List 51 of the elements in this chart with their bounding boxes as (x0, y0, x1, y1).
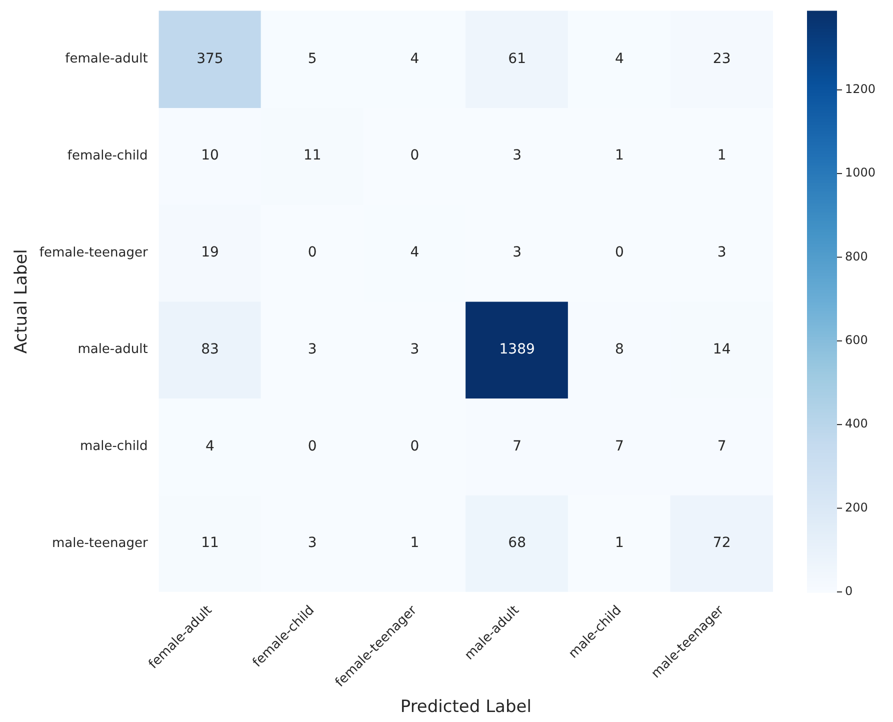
data-label: 14 (712, 341, 731, 358)
data-label: 0 (410, 438, 420, 454)
data-label: 23 (712, 50, 731, 67)
color-bar-label: 800 (845, 249, 868, 264)
y-tick-label: female-adult (65, 52, 148, 67)
data-label: 4 (206, 438, 215, 454)
data-label: 1 (717, 148, 726, 164)
color-bar-label: 0 (845, 584, 853, 598)
y-tick-label: female-teenager (39, 245, 148, 260)
y-tick-label: male-child (80, 439, 148, 454)
data-label: 7 (717, 438, 726, 454)
data-label: 1 (614, 535, 624, 552)
y-tick-label: female-child (67, 148, 148, 164)
data-label: 11 (201, 535, 219, 552)
data-label: 8 (614, 341, 624, 358)
data-label: 19 (201, 244, 219, 261)
data-label: 0 (308, 438, 317, 454)
data-label: 3 (717, 244, 726, 261)
data-label: 4 (614, 50, 624, 67)
data-label: 5 (308, 50, 317, 67)
data-label: 11 (303, 148, 322, 164)
y-tick-label: male-adult (78, 342, 148, 358)
y-tick-label: male-teenager (52, 536, 148, 551)
data-label: 1 (410, 535, 420, 552)
data-label: 0 (410, 148, 420, 164)
data-label: 3 (512, 244, 522, 261)
data-label: 7 (614, 438, 624, 454)
data-label: 61 (508, 50, 526, 67)
data-label: 10 (201, 148, 219, 164)
data-label: 3 (410, 341, 420, 358)
data-label: 1 (614, 148, 624, 164)
data-label: 4 (410, 244, 420, 261)
color-bar-label: 400 (845, 416, 868, 431)
color-bar-label: 1000 (845, 166, 876, 180)
color-bar-label: 200 (845, 500, 868, 514)
color-bar-label: 600 (845, 333, 868, 348)
data-label: 68 (508, 535, 526, 552)
data-label: 375 (196, 50, 224, 67)
data-label: 3 (512, 148, 522, 164)
data-label: 1389 (499, 341, 535, 358)
color-bar-label: 1200 (845, 82, 876, 96)
data-label: 83 (201, 341, 219, 358)
data-label: 7 (512, 438, 522, 454)
data-label: 4 (410, 50, 420, 67)
x-axis-title: Predicted Label (400, 697, 532, 718)
data-label: 72 (712, 535, 731, 552)
data-label: 0 (614, 244, 624, 261)
data-label: 0 (308, 244, 317, 261)
y-axis-title: Actual Label (12, 249, 32, 354)
data-label: 3 (308, 535, 317, 552)
data-label: 3 (308, 341, 317, 358)
